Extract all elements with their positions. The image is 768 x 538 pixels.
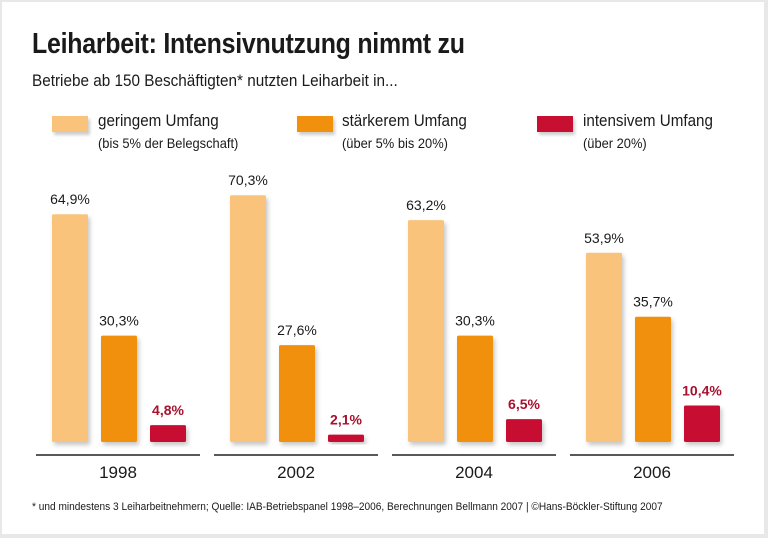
data-label-2002-0: 70,3% (228, 172, 268, 188)
data-label-2006-1: 35,7% (633, 294, 673, 310)
data-label-2004-2: 6,5% (508, 396, 540, 412)
legend-swatch-2 (537, 116, 573, 132)
bar-2006-2 (684, 405, 720, 442)
legend-sub-2: (über 20%) (583, 135, 647, 151)
data-label-2002-2: 2,1% (330, 412, 362, 428)
bar-2002-1 (279, 345, 315, 442)
bar-2002-2 (328, 434, 364, 442)
bar-2004-2 (506, 419, 542, 442)
bar-1998-2 (150, 425, 186, 442)
year-label-2002: 2002 (277, 463, 315, 482)
year-label-2006: 2006 (633, 463, 671, 482)
year-label-2004: 2004 (455, 463, 493, 482)
year-label-1998: 1998 (99, 463, 137, 482)
legend-label-0: geringem Umfang (98, 112, 219, 130)
data-label-1998-2: 4,8% (152, 402, 184, 418)
data-label-2006-2: 10,4% (682, 382, 722, 398)
footer-note: * und mindestens 3 Leiharbeitnehmern; Qu… (32, 501, 663, 513)
bar-2004-1 (457, 335, 493, 442)
bar-2004-0 (408, 220, 444, 442)
data-label-2002-1: 27,6% (277, 322, 317, 338)
bar-1998-0 (52, 214, 88, 442)
legend-sub-0: (bis 5% der Belegschaft) (98, 135, 239, 151)
chart-title: Leiharbeit: Intensivnutzung nimmt zu (32, 28, 465, 60)
legend-label-2: intensivem Umfang (583, 112, 713, 130)
legend-swatch-0 (52, 116, 88, 132)
data-label-1998-1: 30,3% (99, 313, 139, 329)
data-label-2004-1: 30,3% (455, 313, 495, 329)
data-label-2004-0: 63,2% (406, 197, 446, 213)
data-label-1998-0: 64,9% (50, 191, 90, 207)
legend-sub-1: (über 5% bis 20%) (342, 135, 448, 151)
bar-2006-1 (635, 316, 671, 442)
bar-1998-1 (101, 335, 137, 442)
legend-swatch-1 (297, 116, 333, 132)
bar-2002-0 (230, 195, 266, 442)
data-label-2006-0: 53,9% (584, 230, 624, 246)
legend-label-1: stärkerem Umfang (342, 112, 467, 130)
bar-2006-0 (586, 252, 622, 442)
chart-subtitle: Betriebe ab 150 Beschäftigten* nutzten L… (32, 71, 398, 90)
